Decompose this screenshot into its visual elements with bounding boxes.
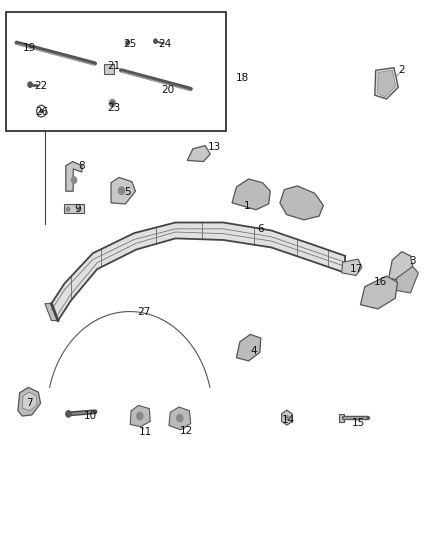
Text: 8: 8 bbox=[78, 161, 85, 171]
Circle shape bbox=[118, 187, 124, 195]
Polygon shape bbox=[237, 334, 261, 361]
Text: 10: 10 bbox=[84, 411, 97, 421]
Polygon shape bbox=[66, 161, 82, 191]
Text: 5: 5 bbox=[124, 187, 131, 197]
Text: 12: 12 bbox=[180, 426, 193, 436]
Text: 21: 21 bbox=[107, 61, 120, 71]
Text: 27: 27 bbox=[138, 306, 151, 317]
Circle shape bbox=[285, 416, 289, 419]
Polygon shape bbox=[187, 146, 210, 161]
Circle shape bbox=[154, 39, 157, 43]
Polygon shape bbox=[280, 186, 323, 220]
Polygon shape bbox=[169, 407, 191, 430]
Text: 25: 25 bbox=[124, 39, 137, 49]
Polygon shape bbox=[282, 410, 292, 425]
Polygon shape bbox=[22, 392, 37, 411]
Polygon shape bbox=[339, 414, 344, 422]
Circle shape bbox=[126, 41, 129, 45]
Text: 22: 22 bbox=[34, 81, 47, 91]
Text: 15: 15 bbox=[352, 418, 365, 428]
Polygon shape bbox=[111, 177, 135, 204]
Polygon shape bbox=[396, 266, 418, 293]
Polygon shape bbox=[389, 252, 413, 281]
Text: 6: 6 bbox=[257, 224, 264, 235]
Polygon shape bbox=[360, 276, 397, 309]
Circle shape bbox=[111, 102, 114, 105]
Text: 7: 7 bbox=[26, 398, 33, 408]
Circle shape bbox=[40, 110, 43, 113]
Text: 26: 26 bbox=[35, 107, 48, 117]
Bar bbox=[6, 12, 226, 131]
Text: 4: 4 bbox=[251, 346, 257, 357]
Circle shape bbox=[177, 415, 183, 422]
Polygon shape bbox=[378, 70, 396, 97]
Polygon shape bbox=[375, 68, 398, 99]
Polygon shape bbox=[18, 387, 41, 416]
Circle shape bbox=[137, 413, 143, 419]
Polygon shape bbox=[64, 205, 84, 214]
Text: 16: 16 bbox=[374, 277, 387, 287]
Text: 23: 23 bbox=[107, 103, 120, 114]
Text: 18: 18 bbox=[237, 73, 250, 83]
Circle shape bbox=[71, 177, 77, 183]
Polygon shape bbox=[45, 304, 58, 320]
Text: 20: 20 bbox=[162, 85, 175, 95]
Polygon shape bbox=[342, 259, 362, 276]
Text: 17: 17 bbox=[350, 264, 363, 274]
Circle shape bbox=[110, 100, 116, 107]
Text: 11: 11 bbox=[138, 427, 152, 437]
Circle shape bbox=[77, 207, 81, 212]
Circle shape bbox=[66, 207, 70, 212]
Text: 13: 13 bbox=[208, 142, 221, 152]
Text: 2: 2 bbox=[399, 66, 405, 75]
Text: 14: 14 bbox=[282, 415, 295, 425]
Circle shape bbox=[28, 82, 32, 87]
Text: 1: 1 bbox=[244, 200, 251, 211]
Polygon shape bbox=[232, 179, 270, 210]
Polygon shape bbox=[51, 222, 345, 320]
Text: 24: 24 bbox=[158, 39, 171, 49]
Circle shape bbox=[66, 411, 71, 417]
Polygon shape bbox=[104, 64, 114, 74]
Polygon shape bbox=[130, 406, 150, 426]
Text: 3: 3 bbox=[410, 256, 416, 266]
Text: 19: 19 bbox=[23, 43, 36, 53]
Text: 9: 9 bbox=[74, 204, 81, 214]
